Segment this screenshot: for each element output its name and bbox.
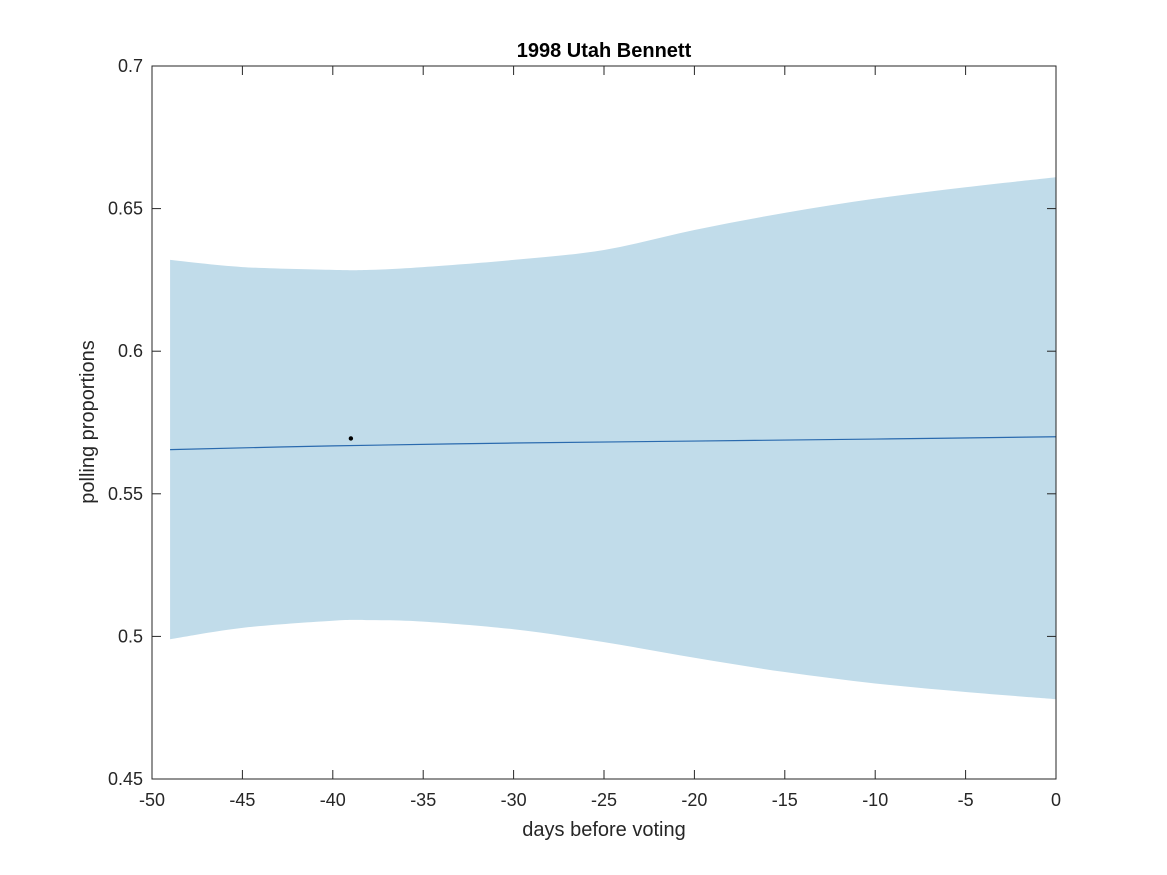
- y-tick-label: 0.65: [108, 199, 143, 219]
- x-tick-label: -40: [320, 790, 346, 810]
- x-tick-label: -15: [772, 790, 798, 810]
- chart-title: 1998 Utah Bennett: [517, 40, 692, 62]
- x-tick-label: -10: [862, 790, 888, 810]
- x-tick-label: -5: [958, 790, 974, 810]
- y-tick-label: 0.55: [108, 484, 143, 504]
- x-tick-label: -45: [229, 790, 255, 810]
- y-tick-label: 0.6: [118, 341, 143, 361]
- x-tick-label: -35: [410, 790, 436, 810]
- y-tick-label: 0.7: [118, 56, 143, 76]
- y-tick-label: 0.45: [108, 769, 143, 789]
- poll-point-0: [348, 436, 354, 441]
- x-tick-label: -50: [139, 790, 165, 810]
- x-tick-label: -20: [681, 790, 707, 810]
- x-tick-label: -25: [591, 790, 617, 810]
- series-line-0: [170, 436, 1057, 451]
- x-axis-label: days before voting: [522, 819, 685, 841]
- y-tick-label: 0.5: [118, 626, 143, 646]
- y-axis-label: polling proportions: [77, 340, 99, 503]
- confidence-band: [170, 177, 1056, 700]
- x-tick-label: -30: [501, 790, 527, 810]
- x-tick-label: 0: [1051, 790, 1061, 810]
